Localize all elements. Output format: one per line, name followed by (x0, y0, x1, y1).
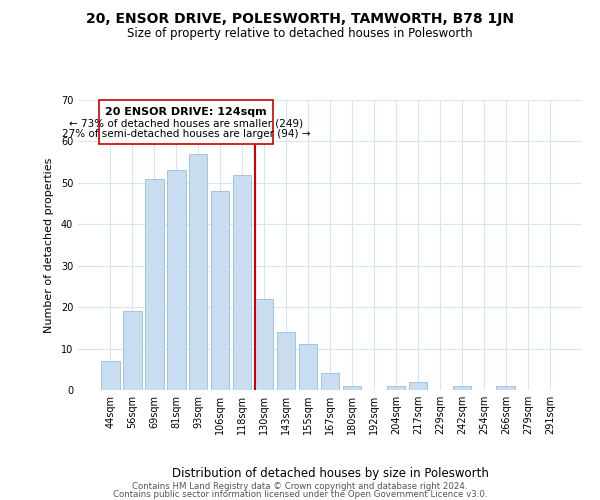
Bar (211, 191, 229, 390)
Bar (123, 312, 142, 390)
Text: 20, ENSOR DRIVE, POLESWORTH, TAMWORTH, B78 1JN: 20, ENSOR DRIVE, POLESWORTH, TAMWORTH, B… (86, 12, 514, 26)
Bar (277, 332, 295, 390)
Bar (255, 299, 274, 390)
Text: 27% of semi-detached houses are larger (94) →: 27% of semi-detached houses are larger (… (62, 129, 310, 139)
Bar (320, 374, 340, 390)
Bar (99, 100, 273, 144)
Text: Contains public sector information licensed under the Open Government Licence v3: Contains public sector information licen… (113, 490, 487, 499)
Text: 20 ENSOR DRIVE: 124sqm: 20 ENSOR DRIVE: 124sqm (105, 108, 267, 118)
Bar (299, 344, 317, 390)
Text: Size of property relative to detached houses in Polesworth: Size of property relative to detached ho… (127, 28, 473, 40)
Bar (189, 154, 208, 390)
Text: Contains HM Land Registry data © Crown copyright and database right 2024.: Contains HM Land Registry data © Crown c… (132, 482, 468, 491)
Text: Distribution of detached houses by size in Polesworth: Distribution of detached houses by size … (172, 467, 488, 480)
Bar (343, 386, 361, 390)
Bar (233, 174, 251, 390)
Text: ← 73% of detached houses are smaller (249): ← 73% of detached houses are smaller (24… (69, 118, 303, 128)
Bar (452, 386, 471, 390)
Y-axis label: Number of detached properties: Number of detached properties (44, 158, 54, 332)
Bar (101, 361, 119, 390)
Bar (167, 170, 185, 390)
Bar (145, 178, 164, 390)
Bar (386, 386, 405, 390)
Bar (496, 386, 515, 390)
Bar (409, 382, 427, 390)
